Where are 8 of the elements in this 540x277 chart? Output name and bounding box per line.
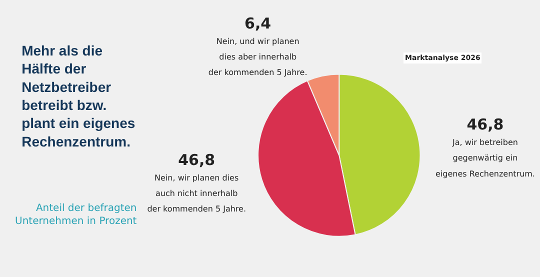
slice-label: Ja, wir betreiben gegenwärtig ein eigenes Rechenzentrum. [436,138,535,178]
slice-label: Nein, wir planen dies auch nicht innerhalb der kommenden 5 Jahre. [147,173,246,214]
data-label: 6,4 [244,14,272,32]
text: Mehr als die Hälfte der Netzbetreiber betreibt bzw. plant ein eigenes Rechenzentrum. [22,42,136,150]
slice-label: Nein, und wir planen dies aber innerhalb der kommenden 5 Jahre. [208,36,308,78]
data-label: 46,8 [178,150,216,169]
data-label: 46,8 [466,115,504,134]
text: Anteil der befragten Unternehmen in Prozent [15,203,137,227]
